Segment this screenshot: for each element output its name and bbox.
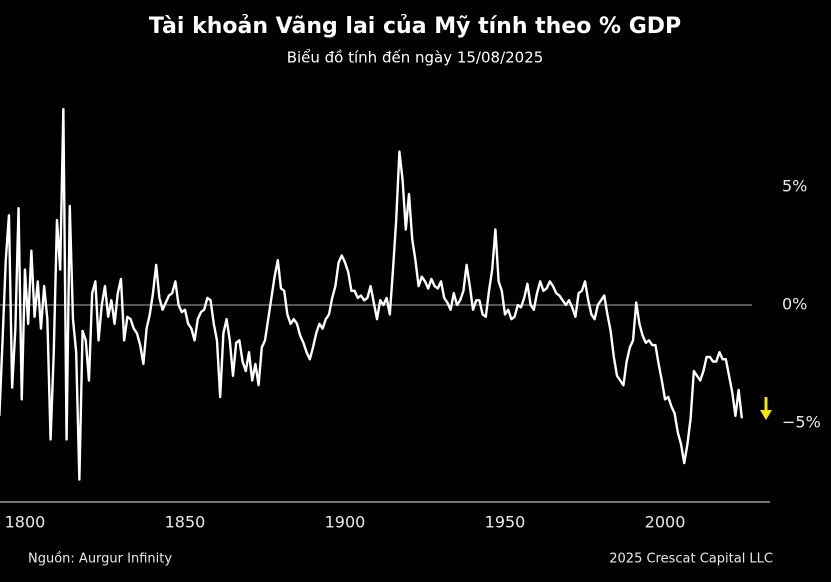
x-tick-label: 1950 xyxy=(485,513,526,532)
credit: 2025 Crescat Capital LLC xyxy=(609,552,773,567)
x-tick-label: 2000 xyxy=(645,513,686,532)
y-tick-label: −5% xyxy=(782,412,821,431)
down-arrow xyxy=(760,397,772,420)
y-tick-label: 0% xyxy=(782,294,807,313)
x-tick-label: 1900 xyxy=(325,513,366,532)
y-tick-label: 5% xyxy=(782,177,807,196)
data-line xyxy=(0,107,744,481)
chart-subtitle: Biểu đồ tính đến ngày 15/08/2025 xyxy=(287,49,544,67)
source: Nguồn: Aurgur Infinity xyxy=(28,552,172,567)
x-tick-label: 1850 xyxy=(165,513,206,532)
x-tick-label: 1800 xyxy=(5,513,46,532)
chart-title: Tài khoản Vãng lai của Mỹ tính theo % GD… xyxy=(149,14,681,39)
